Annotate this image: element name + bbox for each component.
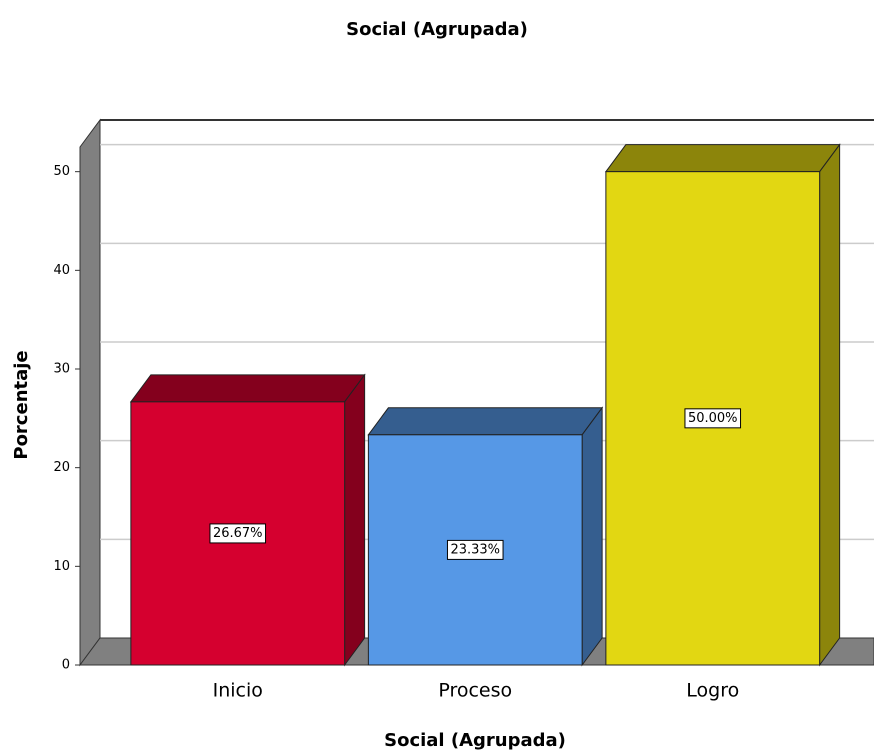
value-label-box: [684, 408, 742, 429]
value-label: 50.00%: [688, 411, 738, 426]
x-tick-label: Inicio: [213, 680, 263, 702]
bar-side: [581, 406, 603, 667]
value-label-box: [209, 523, 267, 544]
bar-side: [819, 143, 841, 667]
x-tick-label: Logro: [686, 680, 739, 702]
y-tick-label: 20: [53, 460, 70, 475]
bar-top: [129, 374, 366, 403]
bar-group: [367, 406, 604, 667]
y-axis-label: Porcentaje: [11, 350, 32, 459]
value-label: 23.33%: [450, 542, 500, 557]
bar-top: [604, 144, 841, 173]
bar-top: [367, 407, 604, 436]
left-wall: [79, 118, 101, 667]
bar-group: [604, 143, 841, 667]
y-tick-label: 10: [53, 559, 70, 574]
y-tick-label: 0: [62, 658, 70, 673]
x-tick-label: Proceso: [438, 680, 512, 702]
value-label-box: [446, 539, 504, 560]
bar-side: [344, 373, 366, 667]
value-label: 26.67%: [213, 526, 263, 541]
y-tick-label: 30: [53, 362, 70, 377]
y-tick-label: 50: [53, 164, 70, 179]
bar-group: [129, 373, 366, 667]
x-axis-label: Social (Agrupada): [384, 730, 566, 751]
chart-title: Social (Agrupada): [346, 19, 528, 40]
y-tick-label: 40: [53, 263, 70, 278]
